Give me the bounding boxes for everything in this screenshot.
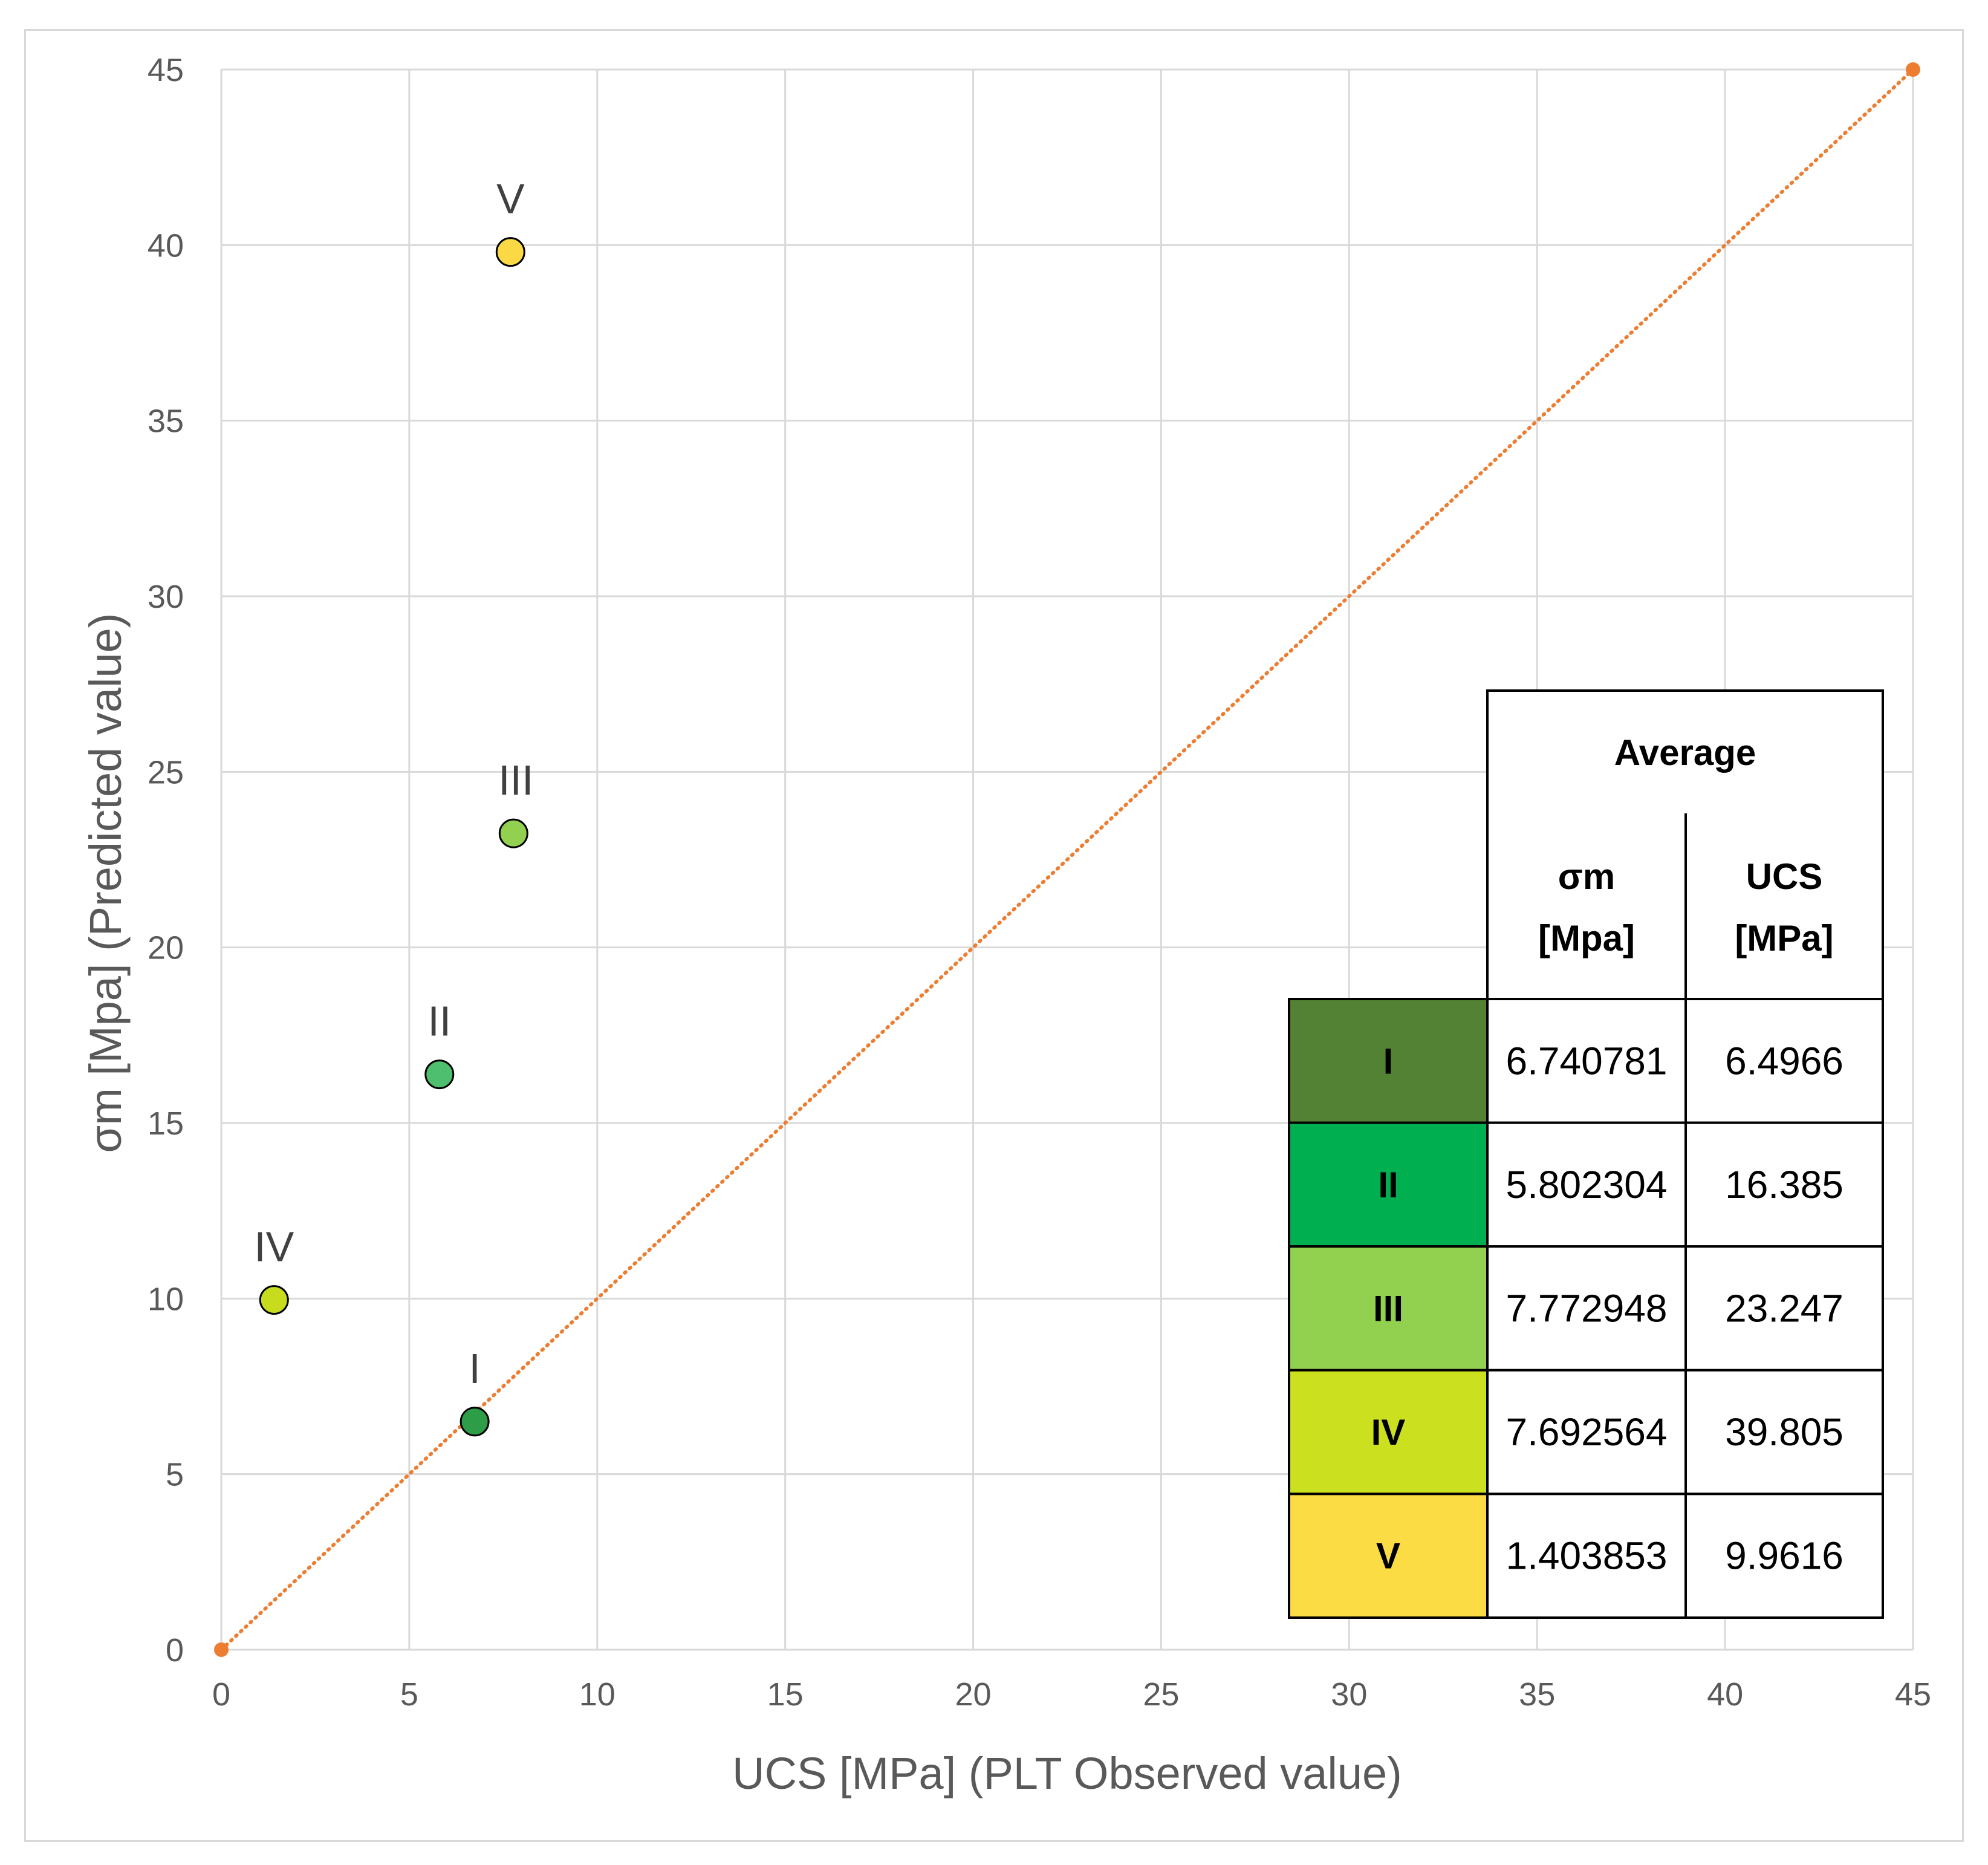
y-tick-label: 30 <box>148 579 184 615</box>
data-point <box>460 1407 490 1437</box>
data-point-label: V <box>496 175 525 223</box>
y-tick-label: 35 <box>148 403 184 440</box>
y-tick-label: 45 <box>148 52 184 88</box>
table-row: I 6.740781 6.4966 <box>1288 998 1884 1124</box>
table-sigma-m-value: 5.802304 <box>1506 1163 1668 1206</box>
y-tick-label: 15 <box>148 1105 184 1142</box>
table-row: V 1.403853 9.9616 <box>1288 1492 1884 1619</box>
x-tick-label: 35 <box>1519 1676 1555 1713</box>
y-tick-label: 10 <box>148 1281 184 1317</box>
data-point-label: II <box>427 998 451 1045</box>
table-header-average: Average <box>1614 732 1756 773</box>
table-ucs-value: 9.9616 <box>1725 1534 1843 1578</box>
table-row-label: IV <box>1371 1412 1406 1453</box>
table-cell-sigma-m <box>1486 998 1687 1124</box>
x-tick-label: 0 <box>212 1676 230 1713</box>
table-cell-sigma-m <box>1486 1369 1687 1496</box>
data-point <box>424 1059 455 1090</box>
data-point <box>259 1285 289 1315</box>
table-row-swatch <box>1288 998 1489 1124</box>
x-axis-title: UCS [MPa] (PLT Observed value) <box>732 1748 1402 1798</box>
data-point <box>498 818 528 848</box>
table-cell-ucs <box>1684 1245 1884 1372</box>
table-ucs-value: 39.805 <box>1725 1410 1843 1454</box>
table-col-ucs-header: UCS [MPa] <box>1735 856 1833 959</box>
y-tick-label: 40 <box>148 227 184 264</box>
chart-frame <box>24 29 1964 1842</box>
table-col-sigma-m-header: σm [Mpa] <box>1538 856 1635 959</box>
y-tick-label: 25 <box>148 754 184 790</box>
identity-line-start-marker <box>214 1642 229 1657</box>
y-tick-label: 0 <box>166 1632 184 1668</box>
x-tick-label: 15 <box>767 1676 804 1713</box>
table-sigma-m-value: 1.403853 <box>1506 1534 1668 1578</box>
x-tick-label: 5 <box>400 1676 418 1713</box>
table-cell-ucs <box>1684 998 1884 1124</box>
y-axis-ticks: 0 5 10 15 20 25 30 35 40 45 <box>148 52 184 1668</box>
table-ucs-value: 16.385 <box>1725 1163 1843 1206</box>
x-tick-label: 30 <box>1331 1676 1367 1713</box>
table-row-swatch <box>1288 1369 1489 1496</box>
table-sigma-m-value: 6.740781 <box>1506 1039 1668 1082</box>
table-row-label: III <box>1373 1289 1403 1329</box>
x-tick-label: 10 <box>579 1676 616 1713</box>
identity-line <box>214 62 1920 1657</box>
identity-line-path <box>219 68 1915 1652</box>
y-axis-title: σm [Mpa] (Predicted value) <box>80 613 131 1153</box>
data-point-label: IV <box>254 1223 294 1271</box>
table-row: IV 7.692564 39.805 <box>1288 1369 1884 1496</box>
table-cell-ucs <box>1684 1121 1884 1248</box>
table-row-label: I <box>1383 1041 1394 1081</box>
data-point-label: I <box>469 1345 480 1392</box>
table-row-label: II <box>1378 1165 1398 1205</box>
x-tick-label: 25 <box>1143 1676 1179 1713</box>
table-row-swatch <box>1288 1492 1489 1619</box>
identity-line-end-marker <box>1906 62 1920 77</box>
x-tick-label: 45 <box>1895 1676 1931 1713</box>
table-cell-sigma-m <box>1486 1121 1687 1248</box>
y-tick-label: 5 <box>166 1457 184 1493</box>
table-row-label: V <box>1376 1536 1400 1577</box>
table-sigma-m-value: 7.772948 <box>1506 1287 1668 1330</box>
data-point <box>495 237 525 267</box>
table-row: III 7.772948 23.247 <box>1288 1245 1884 1372</box>
table-row: II 5.802304 16.385 <box>1288 1121 1884 1248</box>
average-table: Average σm [Mpa] UCS [MPa] I 6.740781 6.4966 II 5… <box>1288 689 1884 1619</box>
data-point-label: III <box>498 757 533 804</box>
table-ucs-value: 23.247 <box>1725 1287 1843 1330</box>
table-sigma-m-value: 7.692564 <box>1506 1410 1668 1454</box>
y-tick-label: 20 <box>148 930 184 966</box>
x-axis-ticks: 0 5 10 15 20 25 30 35 40 45 <box>212 1676 1931 1713</box>
table-ucs-value: 6.4966 <box>1725 1039 1843 1082</box>
table-cell-ucs <box>1684 1492 1884 1619</box>
x-tick-label: 40 <box>1707 1676 1743 1713</box>
x-tick-label: 20 <box>955 1676 992 1713</box>
